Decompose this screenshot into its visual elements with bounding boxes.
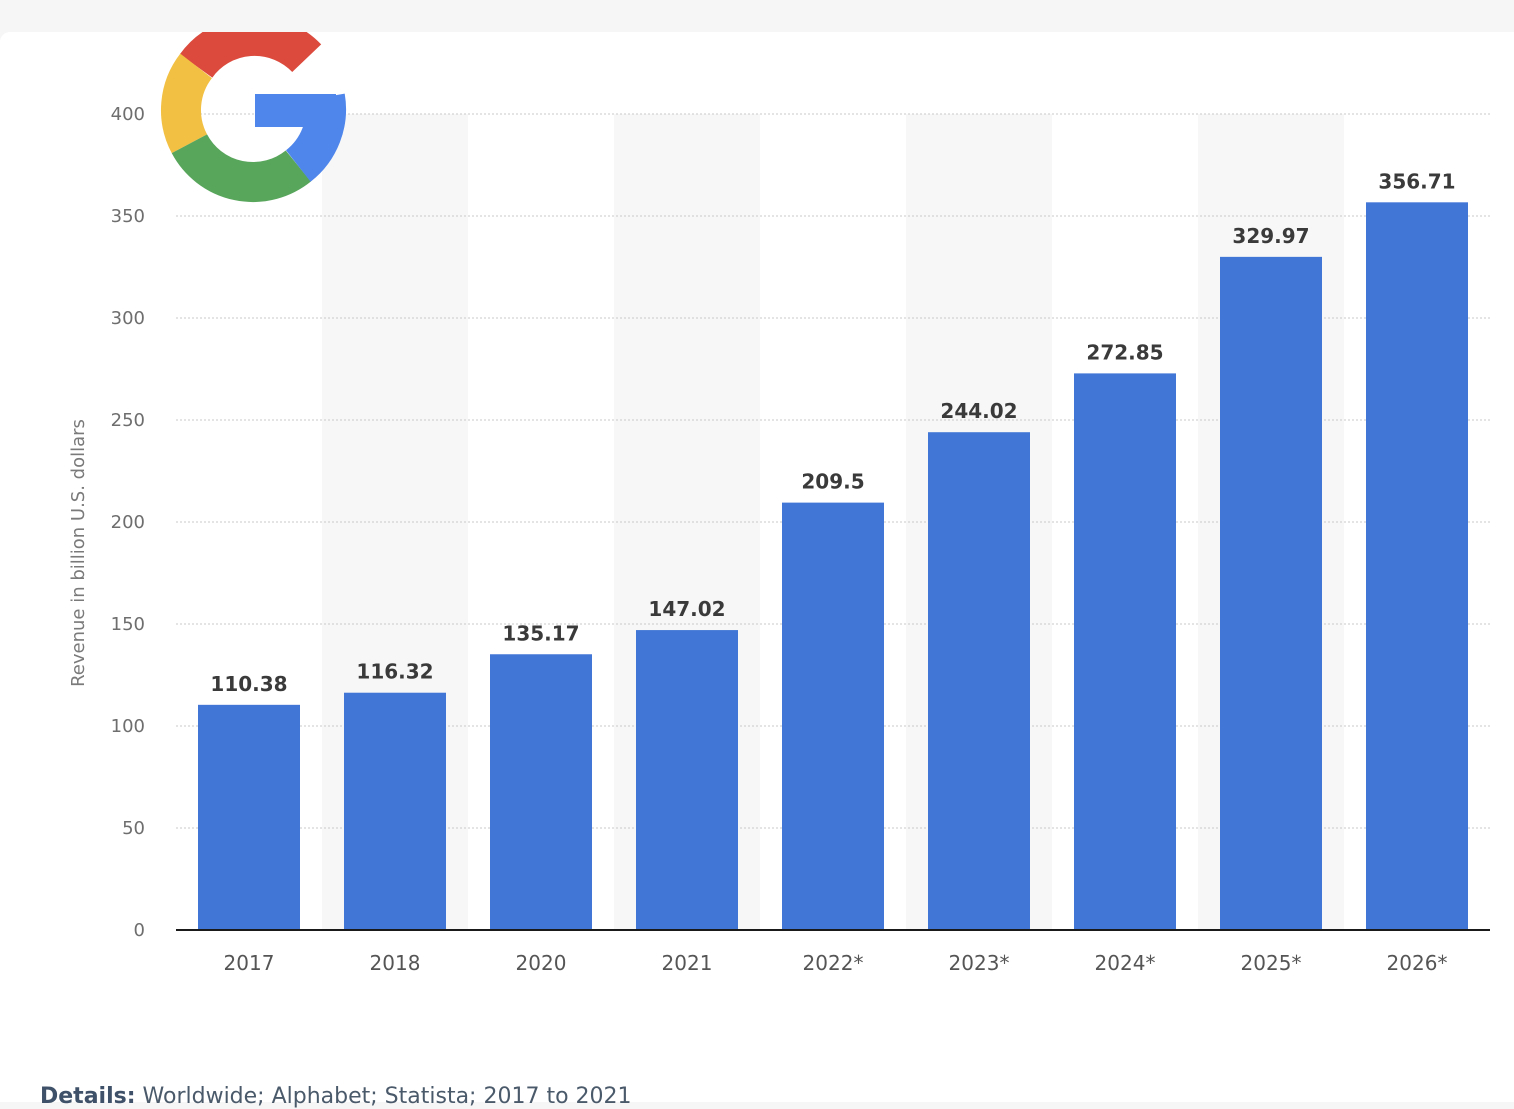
- bar-value-label: 135.17: [502, 621, 579, 645]
- bars: [198, 202, 1468, 931]
- bar[interactable]: [198, 704, 300, 930]
- bar[interactable]: [1074, 373, 1176, 930]
- y-tick-label: 350: [111, 206, 145, 227]
- google-g-logo-icon: [161, 32, 347, 203]
- details-footnote: Details: Worldwide; Alphabet; Statista; …: [40, 1084, 632, 1109]
- bar[interactable]: [1366, 202, 1468, 931]
- y-tick-label: 250: [111, 410, 145, 431]
- bar-value-label: 272.85: [1086, 340, 1163, 364]
- bar-value-label: 356.71: [1378, 169, 1455, 193]
- y-tick-label: 200: [111, 512, 145, 533]
- bar-value-label: 116.32: [356, 660, 433, 684]
- bar-value-label: 329.97: [1232, 224, 1309, 248]
- bar-value-label: 244.02: [940, 399, 1017, 423]
- details-text: Worldwide; Alphabet; Statista; 2017 to 2…: [142, 1084, 632, 1109]
- bar[interactable]: [928, 432, 1030, 930]
- chart-card: 0 50 100 150 200 250 300 350 400 110.38 116.32 135…: [0, 32, 1514, 1109]
- bar[interactable]: [490, 654, 592, 930]
- x-tick-labels: 2017 2018 2020 2021 2022* 2023* 2024* 2025* 2026…: [224, 951, 1448, 975]
- y-tick-label: 300: [111, 308, 145, 329]
- bar[interactable]: [344, 692, 446, 930]
- bar-chart: 0 50 100 150 200 250 300 350 400 110.38 116.32 135…: [68, 32, 1490, 975]
- bar-value-label: 209.5: [801, 470, 864, 494]
- x-tick-label: 2021: [662, 951, 713, 975]
- y-tick-label: 0: [134, 920, 145, 941]
- y-tick-label: 150: [111, 614, 145, 635]
- bar-value-label: 147.02: [648, 597, 725, 621]
- bar-value-label: 110.38: [210, 672, 287, 696]
- x-tick-label: 2024*: [1095, 951, 1156, 975]
- x-tick-label: 2018: [370, 951, 421, 975]
- bar[interactable]: [1220, 256, 1322, 930]
- x-tick-label: 2022*: [803, 951, 864, 975]
- y-axis-label: Revenue in billion U.S. dollars: [68, 419, 89, 687]
- y-tick-label: 400: [111, 104, 145, 125]
- bar[interactable]: [782, 502, 884, 930]
- y-tick-label: 50: [122, 818, 145, 839]
- y-tick-labels: 0 50 100 150 200 250 300 350 400: [111, 104, 145, 941]
- details-label: Details:: [40, 1084, 136, 1109]
- bar-value-labels: 110.38 116.32 135.17 147.02 209.5 244.02 272.8…: [210, 169, 1455, 696]
- bar[interactable]: [636, 630, 738, 930]
- x-tick-label: 2023*: [949, 951, 1010, 975]
- x-tick-label: 2026*: [1387, 951, 1448, 975]
- x-tick-label: 2017: [224, 951, 275, 975]
- x-tick-label: 2020: [516, 951, 567, 975]
- x-tick-label: 2025*: [1241, 951, 1302, 975]
- y-tick-label: 100: [111, 716, 145, 737]
